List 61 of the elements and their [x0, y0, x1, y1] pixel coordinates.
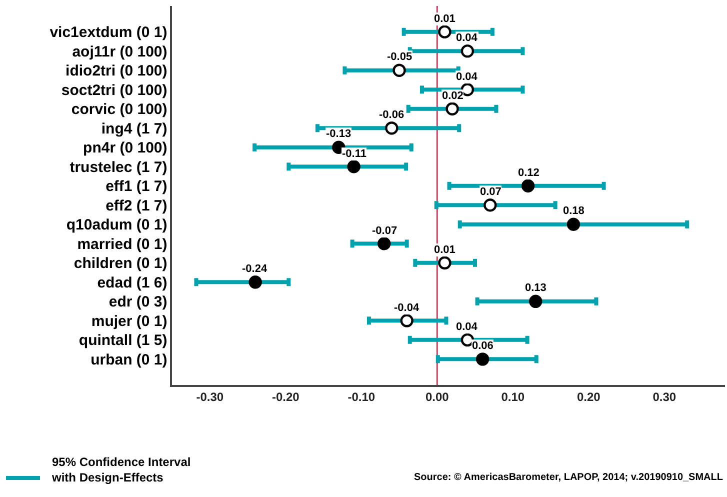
point	[460, 44, 474, 58]
data-label: 0.13	[525, 282, 546, 294]
data-label: 0.06	[472, 340, 494, 352]
source-note: Source: © AmericasBarometer, LAPOP, 2014; v.20190910_SMALL	[414, 472, 723, 483]
point	[529, 294, 542, 308]
point	[438, 256, 452, 270]
y-tick-label: pn4r (0 100)	[83, 140, 168, 157]
x-tick-label: 0.30	[652, 390, 676, 404]
point	[347, 160, 360, 174]
data-label: -0.13	[326, 128, 352, 140]
point	[400, 314, 414, 328]
data-label: -0.05	[387, 51, 412, 63]
data-label: 0.01	[434, 13, 456, 25]
data-label: 0.04	[456, 71, 478, 83]
x-tick-label: 0.20	[576, 390, 601, 404]
y-tick-label: ing4 (1 7)	[101, 120, 168, 138]
y-tick-label: soct2tri (0 100)	[61, 82, 168, 99]
y-tick-label: eff1 (1 7)	[106, 178, 168, 196]
y-tick-label: mujer (0 1)	[91, 312, 168, 330]
y-tick-label: corvic (0 100)	[71, 101, 168, 118]
data-label: 0.12	[518, 167, 540, 179]
y-tick-label: edr (0 3)	[108, 294, 168, 311]
x-tick-label: 0.10	[501, 390, 525, 404]
y-tick-label: married (0 1)	[77, 236, 168, 253]
x-tick-label: -0.20	[272, 390, 300, 404]
data-label: 0.04	[456, 321, 478, 333]
data-label: 0.07	[480, 186, 502, 198]
data-label: -0.07	[372, 225, 398, 237]
y-tick-label: edad (1 6)	[97, 274, 168, 292]
text: 95% Confidence Interval with Design-Effects	[51, 455, 191, 485]
y-tick-label: idio2tri (0 100)	[66, 62, 168, 80]
point	[248, 276, 262, 289]
data-label: -0.04	[394, 302, 420, 314]
y-tick-label: aoj11r (0 100)	[72, 43, 168, 60]
point	[484, 198, 497, 212]
x-tick-label: -0.10	[348, 390, 376, 404]
x-tick-label: 0.00	[425, 390, 450, 404]
data-label: 0.18	[563, 205, 584, 217]
point	[392, 64, 406, 77]
point	[566, 218, 580, 231]
data-label: -0.24	[242, 263, 268, 275]
data-label: 0.02	[442, 90, 464, 102]
x-tick-label: -0.30	[196, 390, 224, 404]
point	[460, 333, 474, 347]
data-label: 0.01	[434, 244, 456, 256]
data-label: -0.11	[342, 148, 366, 160]
point	[385, 122, 398, 135]
data-label: 0.04	[456, 32, 478, 44]
point	[521, 179, 535, 192]
y-tick-label: trustelec (1 7)	[70, 158, 168, 176]
y-tick-label: children (0 1)	[74, 255, 168, 272]
y-tick-label: urban (0 1)	[90, 351, 168, 368]
point	[446, 102, 459, 116]
y-tick-label: quintall (1 5)	[78, 332, 168, 350]
y-tick-label: vic1extdum (0 1)	[50, 24, 168, 42]
y-tick-label: q10adum (0 1)	[66, 216, 168, 234]
point	[378, 237, 391, 250]
point	[438, 25, 452, 38]
y-tick-label: eff2 (1 7)	[106, 197, 168, 214]
data-label: -0.06	[379, 109, 404, 121]
point	[476, 352, 490, 366]
